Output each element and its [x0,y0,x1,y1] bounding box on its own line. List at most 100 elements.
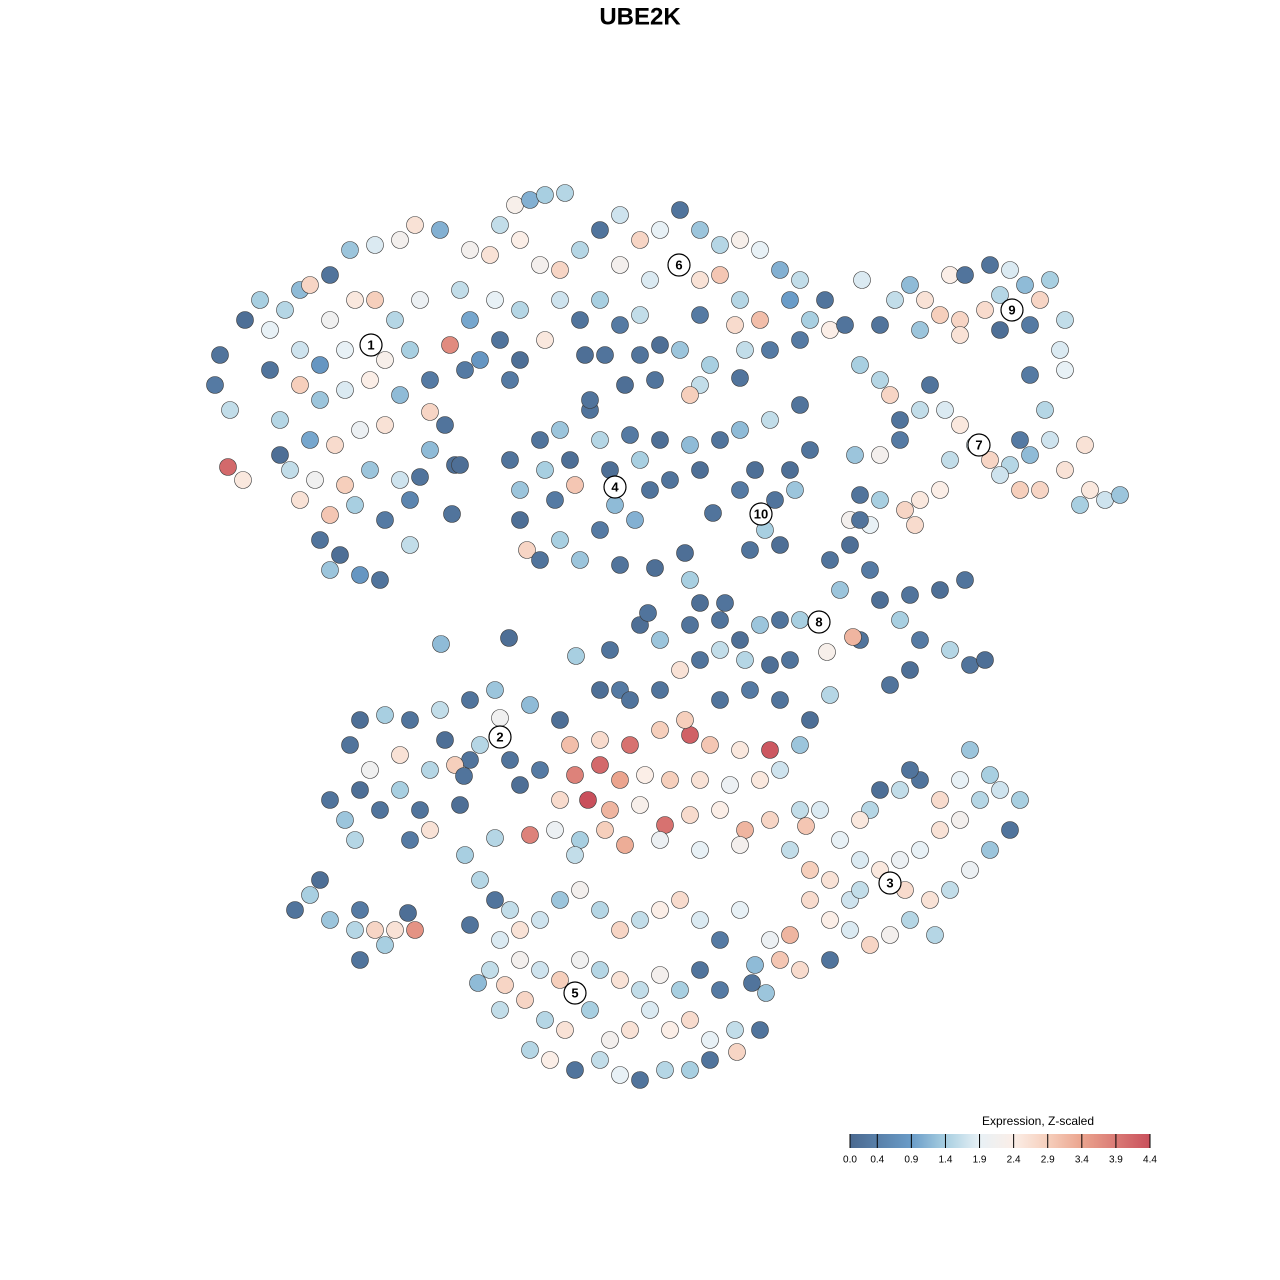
point [491,931,509,949]
point [1021,366,1039,384]
point [651,221,669,239]
point [844,628,862,646]
point [486,291,504,309]
point [701,356,719,374]
point [846,446,864,464]
point [321,911,339,929]
point [981,256,999,274]
point [691,306,709,324]
point [901,911,919,929]
point [611,1066,629,1084]
point [751,771,769,789]
point [976,301,994,319]
point [701,1051,719,1069]
point [676,711,694,729]
point [751,311,769,329]
point [701,736,719,754]
point [521,1041,539,1059]
point [956,571,974,589]
point [616,376,634,394]
point [981,766,999,784]
point [801,711,819,729]
point [1056,361,1074,379]
point [631,346,649,364]
point [821,951,839,969]
point [631,451,649,469]
cluster-label: 1 [367,337,374,352]
point [386,311,404,329]
point [871,446,889,464]
point [326,436,344,454]
point [671,341,689,359]
point [951,771,969,789]
colorbar-tick-label: 2.9 [1041,1155,1055,1166]
point [786,481,804,499]
point [566,476,584,494]
point [651,901,669,919]
colorbar-tick-label: 0.0 [843,1155,857,1166]
point [376,351,394,369]
point [531,256,549,274]
point [361,761,379,779]
point [291,341,309,359]
point [781,926,799,944]
point [471,736,489,754]
point [511,481,529,499]
point [891,851,909,869]
point [411,291,429,309]
point [646,559,664,577]
point [881,926,899,944]
point [641,1001,659,1019]
point [731,481,749,499]
point [911,401,929,419]
point [371,801,389,819]
point [541,1051,559,1069]
point [1021,316,1039,334]
point [401,711,419,729]
cluster-marker [1000,298,1024,322]
point [791,961,809,979]
point [432,635,450,653]
point [311,871,329,889]
point [351,566,369,584]
point [791,396,809,414]
point [351,421,369,439]
cluster-label: 4 [611,479,619,494]
point [941,266,959,284]
point [936,401,954,419]
point [691,771,709,789]
colorbar-tick-label: 4.4 [1143,1155,1157,1166]
point [571,881,589,899]
point [691,651,709,669]
point [611,921,629,939]
point [911,841,929,859]
point [951,311,969,329]
point [731,901,749,919]
point [391,231,409,249]
point [351,951,369,969]
point [551,791,569,809]
point [791,801,809,819]
point [636,766,654,784]
point [941,881,959,899]
point [321,561,339,579]
point [236,311,254,329]
point [671,661,689,679]
point [781,651,799,669]
point [751,1021,769,1039]
point [691,911,709,929]
point [746,461,764,479]
cluster-marker [603,475,627,499]
point [704,504,722,522]
point [566,846,584,864]
point [546,821,564,839]
point [1111,486,1129,504]
point [751,241,769,259]
point [401,491,419,509]
point [851,811,869,829]
point [461,691,479,709]
point [336,811,354,829]
point [591,431,609,449]
point [701,1031,719,1049]
